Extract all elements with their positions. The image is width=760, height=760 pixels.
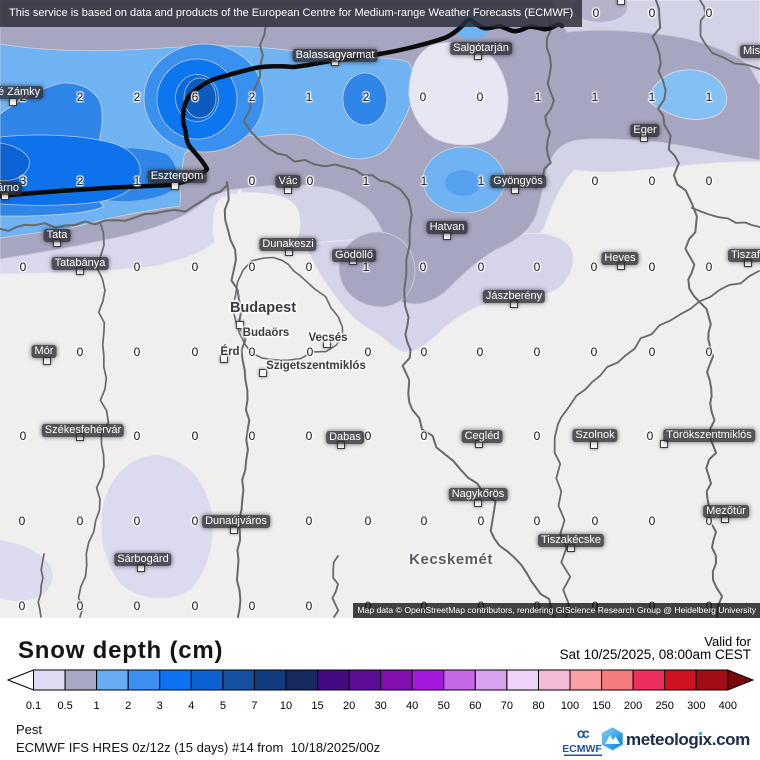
svg-text:200: 200	[624, 700, 642, 712]
svg-text:10: 10	[280, 700, 292, 712]
svg-text:80: 80	[532, 700, 544, 712]
svg-text:15: 15	[311, 700, 323, 712]
svg-text:1: 1	[94, 700, 100, 712]
svg-text:2: 2	[125, 700, 131, 712]
svg-text:5: 5	[220, 700, 226, 712]
svg-text:4: 4	[188, 700, 194, 712]
svg-text:ECMWF: ECMWF	[563, 743, 602, 755]
svg-text:7: 7	[251, 700, 257, 712]
svg-text:0.5: 0.5	[57, 700, 72, 712]
svg-text:300: 300	[687, 700, 705, 712]
svg-text:60: 60	[469, 700, 481, 712]
svg-text:3: 3	[157, 700, 163, 712]
svg-text:100: 100	[561, 700, 579, 712]
svg-text:250: 250	[656, 700, 674, 712]
svg-text:50: 50	[438, 700, 450, 712]
svg-text:0.1: 0.1	[26, 700, 41, 712]
svg-text:40: 40	[406, 700, 418, 712]
svg-text:20: 20	[343, 700, 355, 712]
svg-text:150: 150	[592, 700, 610, 712]
svg-text:30: 30	[375, 700, 387, 712]
svg-text:400: 400	[719, 700, 737, 712]
svg-text:cc: cc	[577, 725, 590, 741]
svg-text:70: 70	[501, 700, 513, 712]
